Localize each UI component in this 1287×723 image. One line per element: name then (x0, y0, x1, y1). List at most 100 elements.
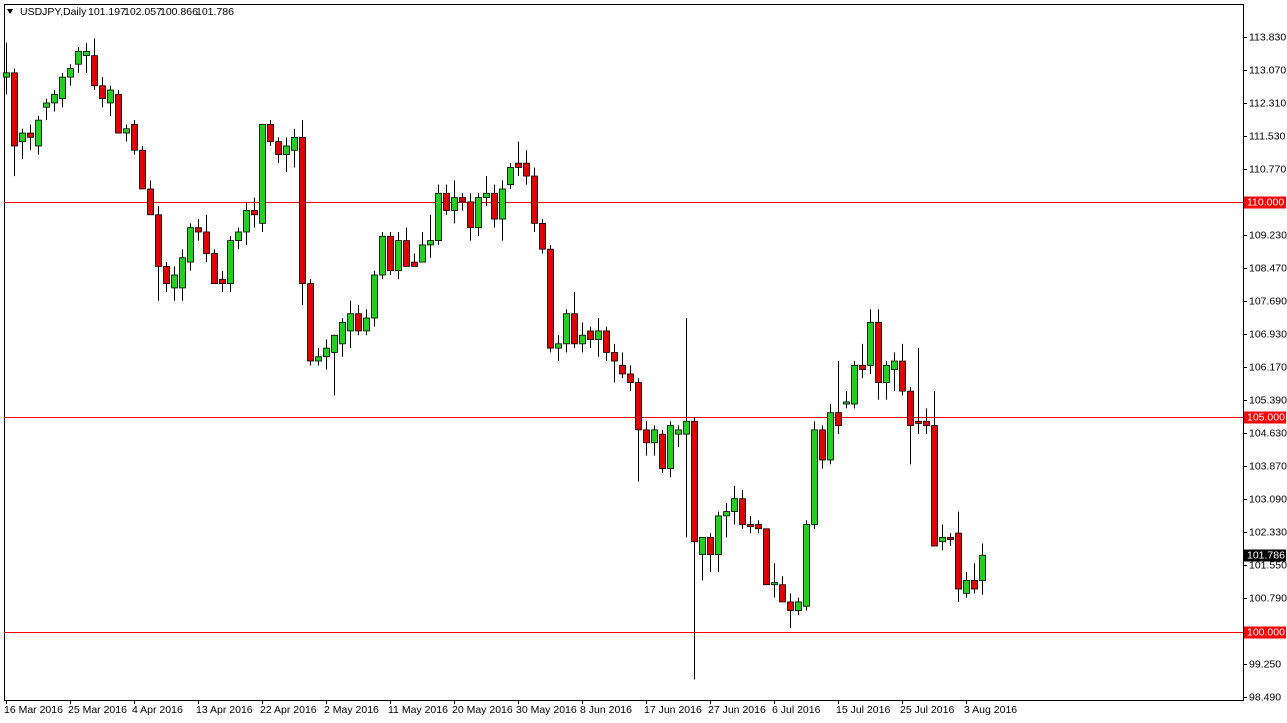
x-tick-label: 4 Apr 2016 (132, 704, 183, 716)
candle-body (195, 227, 202, 233)
price-label-box (1244, 549, 1286, 562)
candle-body (379, 235, 386, 276)
candle-body (603, 330, 610, 353)
candle-body (571, 313, 578, 345)
chart-title: USDJPY,Daily (20, 6, 87, 18)
candle-body (979, 554, 986, 581)
y-tick-label: 105.390 (1249, 394, 1287, 406)
candle-body (643, 429, 650, 444)
candle-body (411, 261, 418, 267)
candle-body (115, 93, 122, 134)
y-tick-label: 113.070 (1249, 64, 1286, 76)
candle-body (859, 364, 866, 371)
candle-body (531, 175, 538, 224)
candle-body (131, 124, 138, 151)
x-tick-label: 20 May 2016 (452, 704, 513, 716)
candle-body (275, 141, 282, 155)
level-label-box (1244, 196, 1286, 209)
x-tick-label: 8 Jun 2016 (580, 704, 632, 716)
y-tick-label: 103.870 (1249, 460, 1287, 472)
candle-body (595, 330, 602, 340)
candle-body (307, 283, 314, 362)
candle-body (907, 390, 914, 426)
y-tick-label: 113.830 (1249, 31, 1286, 43)
candle-body (211, 253, 218, 285)
candle-body (475, 197, 482, 229)
candle-body (243, 210, 250, 233)
candle-body (251, 210, 258, 216)
y-tick-label: 98.490 (1249, 691, 1281, 703)
candle-body (403, 240, 410, 267)
candle-body (435, 192, 442, 241)
candle-body (187, 227, 194, 263)
candle-body (523, 162, 530, 177)
candle-body (235, 231, 242, 241)
candle-body (539, 222, 546, 250)
candle-body (51, 93, 58, 104)
candle-body (83, 50, 90, 57)
candle-body (803, 524, 810, 607)
candle-body (3, 72, 10, 78)
candle-body (19, 132, 26, 143)
candle-body (515, 162, 522, 168)
candle-body (651, 429, 658, 444)
candle-body (563, 313, 570, 345)
x-tick-label: 16 Mar 2016 (4, 704, 63, 716)
candle-body (659, 433, 666, 469)
candle-body (691, 420, 698, 543)
candle-body (499, 188, 506, 220)
candle-body (203, 231, 210, 254)
candle-body (363, 317, 370, 332)
level-label: 110.000 (1247, 196, 1284, 208)
candle-body (355, 313, 362, 332)
candle-body (179, 257, 186, 289)
candle-body (259, 124, 266, 224)
candle-body (35, 119, 42, 147)
candle-body (43, 102, 50, 108)
candle-body (59, 76, 66, 100)
candle-body (227, 240, 234, 285)
candle-body (459, 197, 466, 203)
level-label: 105.000 (1247, 411, 1285, 423)
candle-body (955, 532, 962, 590)
candle-body (491, 192, 498, 220)
candle-body (779, 584, 786, 603)
y-tick-label: 99.250 (1249, 658, 1281, 670)
y-tick-label: 100.790 (1249, 592, 1287, 604)
candle-body (827, 412, 834, 461)
candle-body (915, 420, 922, 424)
candle-body (627, 373, 634, 383)
candle-body (315, 356, 322, 362)
candle-body (851, 364, 858, 405)
candle-body (67, 68, 74, 78)
candle-body (99, 85, 106, 100)
candle-body (635, 382, 642, 431)
candle-body (899, 360, 906, 392)
level-label: 100.000 (1247, 626, 1285, 638)
x-tick-label: 25 Mar 2016 (68, 704, 127, 716)
candle-body (123, 128, 130, 134)
candle-body (819, 429, 826, 461)
candle-body (27, 132, 34, 138)
candle-body (419, 244, 426, 263)
candle-body (331, 334, 338, 353)
candle-body (139, 149, 146, 190)
y-tick-label: 111.530 (1249, 130, 1286, 142)
x-tick-label: 22 Apr 2016 (260, 704, 317, 716)
candle-body (339, 321, 346, 345)
level-label-box (1244, 626, 1286, 639)
menu-arrow[interactable] (7, 9, 13, 14)
y-tick-label: 106.170 (1249, 361, 1287, 373)
candle-body (427, 240, 434, 246)
y-tick-label: 106.930 (1249, 328, 1287, 340)
candle-body (707, 536, 714, 556)
candle-body (723, 511, 730, 517)
candle-body (219, 278, 226, 285)
x-tick-label: 15 Jul 2016 (836, 704, 890, 716)
candle-body (843, 401, 850, 405)
y-tick-label: 110.770 (1249, 163, 1286, 175)
candle-body (739, 498, 746, 525)
y-tick-label: 107.690 (1249, 295, 1287, 307)
candle-body (867, 321, 874, 366)
y-tick-label: 102.330 (1249, 526, 1287, 538)
